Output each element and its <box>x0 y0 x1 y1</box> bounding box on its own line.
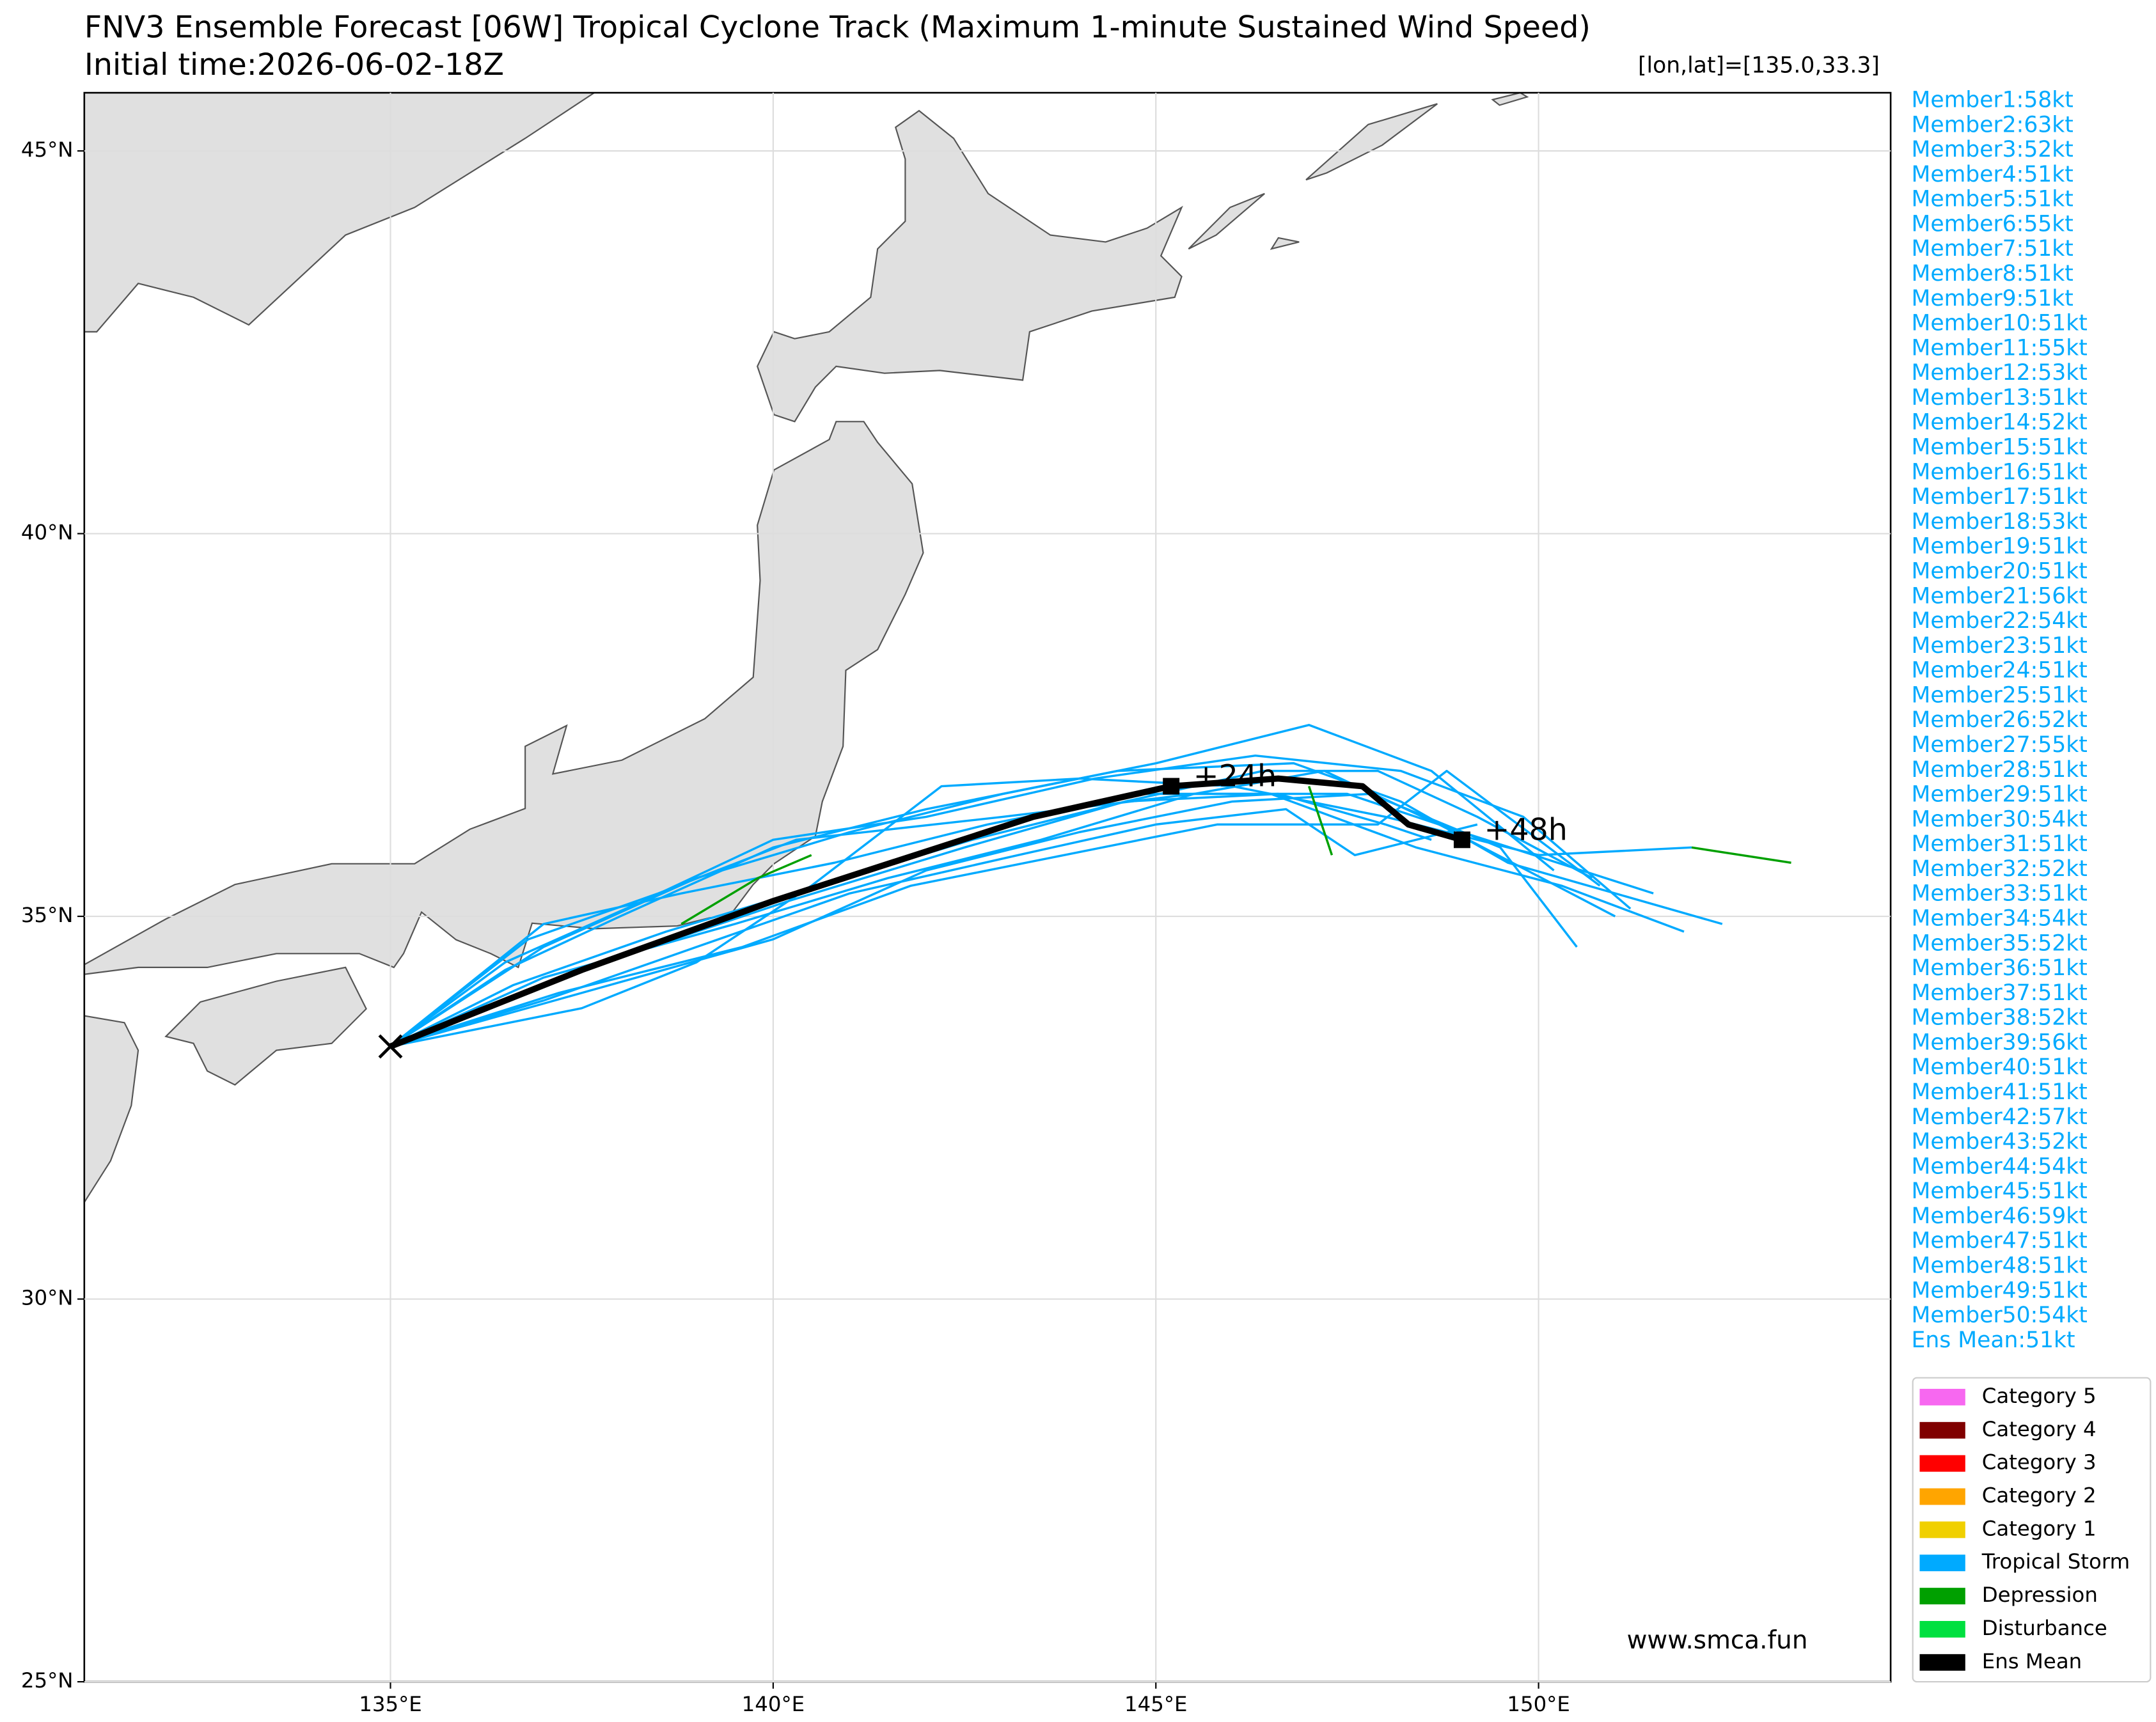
member-label: Member5:51kt <box>1912 187 2073 212</box>
member-label: Member20:51kt <box>1912 558 2088 584</box>
member-track <box>1307 786 1334 856</box>
y-tick-label: 40°N <box>21 521 74 545</box>
member-label: Member31:51kt <box>1912 831 2088 857</box>
member-label: Member9:51kt <box>1912 286 2073 311</box>
x-tick-label: 150°E <box>1507 1692 1570 1716</box>
member-label: Member8:51kt <box>1912 261 2073 286</box>
legend-swatch <box>1919 1421 1965 1439</box>
member-label: Member28:51kt <box>1912 757 2088 783</box>
legend-label: Category 1 <box>1982 1516 2097 1540</box>
member-label: Member12:53kt <box>1912 360 2088 386</box>
member-label: Member15:51kt <box>1912 435 2088 460</box>
member-label: Member14:52kt <box>1912 410 2088 435</box>
legend-swatch <box>1919 1521 1965 1538</box>
member-label: Member45:51kt <box>1912 1178 2088 1204</box>
member-track <box>390 808 1478 1048</box>
member-label: Member36:51kt <box>1912 955 2088 981</box>
member-track <box>1691 846 1791 864</box>
legend-swatch <box>1919 1620 1965 1638</box>
member-label: Member49:51kt <box>1912 1278 2088 1303</box>
member-label: Member13:51kt <box>1912 385 2088 411</box>
member-label: Member39:56kt <box>1912 1029 2088 1055</box>
x-tick-label: 140°E <box>742 1692 805 1716</box>
member-label: Member26:52kt <box>1912 707 2088 733</box>
x-tick-label: 145°E <box>1124 1692 1188 1716</box>
member-label: Member23:51kt <box>1912 633 2088 659</box>
member-label: Member18:53kt <box>1912 509 2088 535</box>
member-label: Member37:51kt <box>1912 980 2088 1006</box>
start-marker <box>378 1034 403 1059</box>
member-label: Member6:55kt <box>1912 211 2073 237</box>
member-label: Member4:51kt <box>1912 162 2073 187</box>
y-tick-label: 25°N <box>21 1668 74 1693</box>
chart-subtitle: Initial time:2026-06-02-18Z <box>84 47 504 82</box>
member-label: Member24:51kt <box>1912 658 2088 684</box>
member-label: Member22:54kt <box>1912 608 2088 634</box>
member-label: Member42:57kt <box>1912 1104 2088 1130</box>
legend-swatch <box>1919 1554 1965 1572</box>
time-label: +48h <box>1484 812 1568 847</box>
time-marker <box>1163 778 1180 795</box>
member-label: Member3:52kt <box>1912 137 2073 162</box>
member-label: Member1:58kt <box>1912 88 2073 113</box>
legend-label: Category 2 <box>1982 1483 2097 1508</box>
member-track <box>389 769 1601 1048</box>
member-label: Member41:51kt <box>1912 1079 2088 1105</box>
member-label: Member21:56kt <box>1912 583 2088 609</box>
legend-label: Category 3 <box>1982 1450 2097 1475</box>
member-label: Member35:52kt <box>1912 930 2088 956</box>
member-label: Member33:51kt <box>1912 881 2088 907</box>
member-label: Member50:54kt <box>1912 1303 2088 1328</box>
legend-swatch <box>1919 1488 1965 1505</box>
member-label: Member43:52kt <box>1912 1129 2088 1155</box>
y-tick-label: 30°N <box>21 1286 74 1310</box>
member-label: Member10:51kt <box>1912 311 2088 336</box>
legend-label: Disturbance <box>1982 1616 2107 1640</box>
legend-label: Category 5 <box>1982 1384 2097 1408</box>
legend-swatch <box>1919 1455 1965 1472</box>
member-label: Member27:55kt <box>1912 732 2088 758</box>
time-marker <box>1453 831 1470 849</box>
member-label: Member19:51kt <box>1912 534 2088 560</box>
x-tick-label: 135°E <box>359 1692 422 1716</box>
member-label: Member17:51kt <box>1912 484 2088 510</box>
member-track <box>389 754 1632 1047</box>
member-label: Member2:63kt <box>1912 112 2073 137</box>
member-label: Member34:54kt <box>1912 906 2088 932</box>
member-label: Member16:51kt <box>1912 459 2088 485</box>
legend-label: Tropical Storm <box>1981 1549 2130 1574</box>
member-label: Member32:52kt <box>1912 856 2088 882</box>
legend-label: Category 4 <box>1982 1417 2097 1441</box>
tracks <box>378 724 1791 1059</box>
watermark: www.smca.fun <box>1627 1626 1808 1655</box>
location-label: [lon,lat]=[135.0,33.3] <box>1638 52 1880 78</box>
member-label: Member47:51kt <box>1912 1228 2088 1254</box>
legend-label: Depression <box>1982 1583 2098 1607</box>
legend-label: Ens Mean <box>1982 1649 2082 1673</box>
legend-swatch <box>1919 1388 1965 1405</box>
land <box>84 93 1529 1204</box>
legend-box <box>1912 1377 2152 1683</box>
member-label: Ens Mean:51kt <box>1912 1327 2075 1353</box>
member-label: Member38:52kt <box>1912 1005 2088 1031</box>
y-tick-label: 35°N <box>21 903 74 927</box>
member-label: Member46:59kt <box>1912 1203 2088 1229</box>
member-label: Member25:51kt <box>1912 682 2088 708</box>
member-track <box>681 854 812 925</box>
time-label: +24h <box>1193 759 1277 794</box>
member-label: Member44:54kt <box>1912 1154 2088 1179</box>
member-label: Member48:51kt <box>1912 1253 2088 1279</box>
y-tick-label: 45°N <box>21 137 74 162</box>
member-label: Member29:51kt <box>1912 782 2088 808</box>
member-label: Member11:55kt <box>1912 335 2088 361</box>
member-label: Member40:51kt <box>1912 1054 2088 1080</box>
member-label: Member7:51kt <box>1912 236 2073 262</box>
member-label: Member30:54kt <box>1912 806 2088 832</box>
legend-swatch <box>1919 1588 1965 1605</box>
chart-title: FNV3 Ensemble Forecast [06W] Tropical Cy… <box>84 10 1591 45</box>
legend-swatch <box>1919 1654 1965 1671</box>
